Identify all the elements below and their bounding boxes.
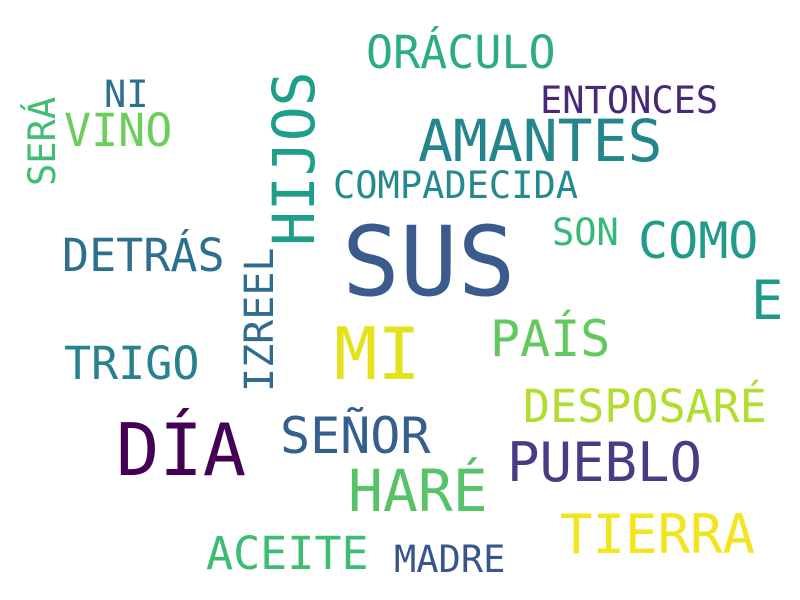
word-oraculo: ORÁCULO: [366, 26, 556, 79]
word-hijos: HIJOS: [260, 71, 328, 246]
word-tierra: TIERRA: [560, 503, 756, 566]
word-trigo: TRIGO: [64, 337, 200, 390]
word-senor: SEÑOR: [280, 407, 431, 465]
word-pueblo: PUEBLO: [507, 431, 703, 494]
word-vino: VINO: [64, 104, 173, 157]
word-e: E: [751, 269, 784, 332]
word-pais: PAÍS: [490, 310, 611, 368]
word-madre: MADRE: [394, 538, 506, 581]
word-izreel: IZREEL: [237, 247, 283, 393]
word-hare: HARÉ: [348, 457, 488, 525]
word-mi: MI: [334, 312, 421, 396]
word-detras: DETRÁS: [62, 229, 225, 282]
word-ni: NI: [104, 73, 149, 116]
word-sera: SERÁ: [21, 96, 64, 186]
word-dia: DÍA: [116, 408, 247, 492]
word-sus: SUS: [342, 206, 516, 318]
word-son: SON: [552, 211, 619, 254]
word-entonces: ENTONCES: [540, 79, 719, 122]
word-como: COMO: [638, 212, 759, 270]
word-compadecida: COMPADECIDA: [333, 164, 579, 207]
word-desposare: DESPOSARÉ: [523, 380, 767, 433]
word-amantes: AMANTES: [418, 107, 663, 175]
word-aceite: ACEITE: [206, 527, 369, 580]
